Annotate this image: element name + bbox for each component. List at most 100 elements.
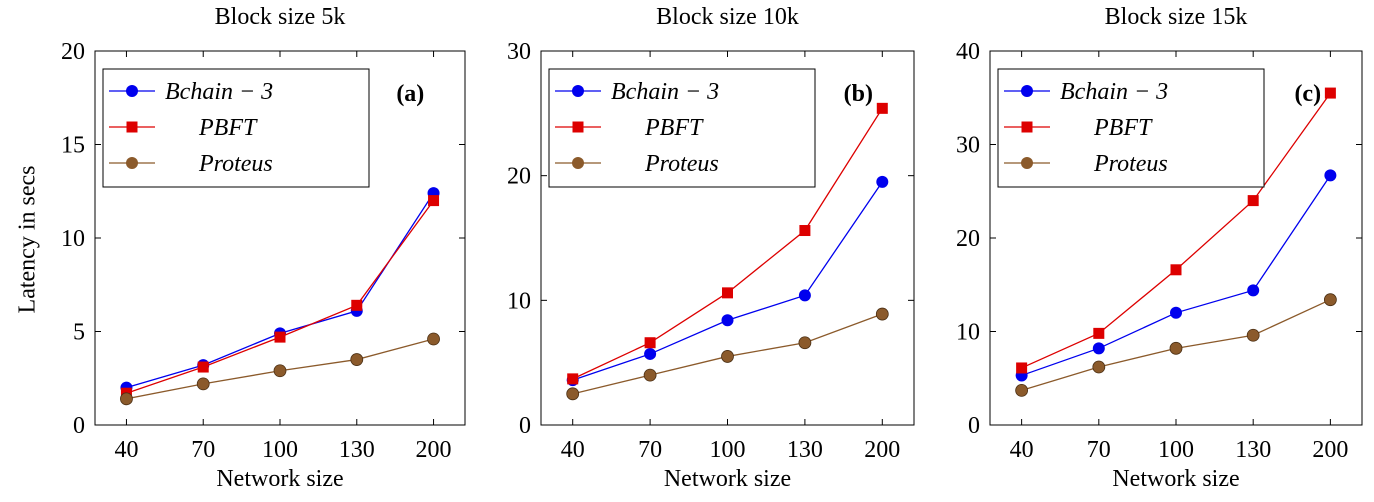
chart-title: Block size 15k xyxy=(1104,4,1248,30)
y-tick-label: 15 xyxy=(61,133,85,159)
data-point-square xyxy=(722,287,733,299)
data-point-circle xyxy=(1323,293,1337,307)
legend-label: PBFT xyxy=(644,115,704,141)
panel-label: (c) xyxy=(1294,81,1321,107)
data-point-circle xyxy=(427,332,440,346)
data-point-circle xyxy=(1246,328,1260,342)
legend-swatch-circle xyxy=(572,157,584,169)
x-tick-label: 100 xyxy=(262,437,298,463)
data-point-square xyxy=(197,361,209,373)
data-point-square xyxy=(1324,87,1336,99)
data-point-square xyxy=(876,102,888,114)
y-tick-label: 20 xyxy=(956,226,980,252)
data-point-circle xyxy=(1092,360,1106,374)
panel-label: (b) xyxy=(844,81,873,107)
y-tick-label: 10 xyxy=(956,320,980,346)
data-point-circle xyxy=(721,314,734,327)
data-point-circle xyxy=(1015,384,1029,397)
data-point-circle xyxy=(1170,306,1182,319)
data-point-square xyxy=(567,373,579,385)
x-tick-label: 40 xyxy=(114,437,138,463)
x-tick-label: 200 xyxy=(864,437,900,463)
data-point-circle xyxy=(876,175,889,188)
data-point-circle xyxy=(1092,342,1105,355)
legend-label: Proteus xyxy=(198,151,273,177)
y-tick-label: 10 xyxy=(507,288,531,314)
y-tick-label: 40 xyxy=(956,39,980,65)
x-axis-label: Network size xyxy=(1112,466,1240,492)
legend-label: Proteus xyxy=(1093,151,1168,177)
legend-swatch-square xyxy=(572,121,584,133)
data-point-square xyxy=(274,331,286,343)
data-point-circle xyxy=(798,289,811,302)
data-point-square xyxy=(428,195,440,207)
data-point-circle xyxy=(350,353,364,366)
legend-label: Bchain − 3 xyxy=(1060,79,1168,105)
data-point-square xyxy=(1093,327,1105,339)
data-point-circle xyxy=(1324,169,1337,182)
data-point-circle xyxy=(1169,341,1183,355)
legend-label: Proteus xyxy=(644,151,719,177)
data-point-circle xyxy=(120,392,133,406)
x-tick-label: 70 xyxy=(638,437,662,463)
x-tick-label: 130 xyxy=(1235,437,1271,463)
legend-box xyxy=(997,68,1265,188)
x-tick-label: 40 xyxy=(1010,437,1034,463)
y-tick-label: 20 xyxy=(507,164,531,190)
data-point-square xyxy=(644,337,656,349)
legend-label: PBFT xyxy=(1093,115,1153,141)
data-point-circle xyxy=(196,377,210,391)
legend-label: PBFT xyxy=(198,115,258,141)
data-point-circle xyxy=(566,387,580,401)
x-tick-label: 130 xyxy=(339,437,375,463)
legend-label: Bchain − 3 xyxy=(611,79,719,105)
legend-swatch-square xyxy=(126,121,138,133)
x-tick-label: 200 xyxy=(1312,437,1348,463)
y-tick-label: 0 xyxy=(73,413,85,439)
x-tick-label: 40 xyxy=(561,437,585,463)
y-tick-label: 30 xyxy=(956,133,980,159)
x-tick-label: 70 xyxy=(1087,437,1111,463)
data-point-circle xyxy=(273,364,287,378)
x-axis-label: Network size xyxy=(663,466,792,492)
y-tick-label: 20 xyxy=(61,39,85,65)
data-point-square xyxy=(351,299,363,311)
data-point-square xyxy=(1170,264,1182,276)
data-point-circle xyxy=(644,347,657,360)
x-tick-label: 200 xyxy=(416,437,452,463)
data-point-square xyxy=(799,225,811,237)
legend-swatch-circle xyxy=(572,85,584,97)
data-point-circle xyxy=(643,368,657,382)
legend-label: Bchain − 3 xyxy=(165,79,273,105)
data-point-circle xyxy=(798,336,812,350)
y-tick-label: 0 xyxy=(519,413,531,439)
data-point-square xyxy=(1016,362,1028,374)
x-tick-label: 70 xyxy=(191,437,215,463)
y-tick-label: 10 xyxy=(61,226,85,252)
legend-swatch-square xyxy=(1021,121,1033,133)
legend-swatch-circle xyxy=(1021,85,1033,97)
chart-title: Block size 5k xyxy=(214,4,346,30)
data-point-square xyxy=(1247,195,1259,207)
y-tick-label: 0 xyxy=(968,413,980,439)
legend-swatch-circle xyxy=(126,157,138,169)
x-tick-label: 130 xyxy=(787,437,823,463)
data-point-circle xyxy=(721,350,734,363)
chart-title: Block size 10k xyxy=(656,4,799,30)
data-point-circle xyxy=(1247,284,1260,297)
legend-box xyxy=(548,68,816,188)
legend-swatch-circle xyxy=(1021,157,1033,169)
x-axis-label: Network size xyxy=(216,466,344,492)
x-tick-label: 100 xyxy=(1158,437,1194,463)
data-point-circle xyxy=(875,307,889,321)
y-tick-label: 5 xyxy=(73,320,85,346)
legend-swatch-circle xyxy=(126,85,138,97)
legend-box xyxy=(102,68,370,188)
y-tick-label: 30 xyxy=(507,39,531,65)
x-tick-label: 100 xyxy=(710,437,746,463)
panel-label: (a) xyxy=(396,81,424,107)
